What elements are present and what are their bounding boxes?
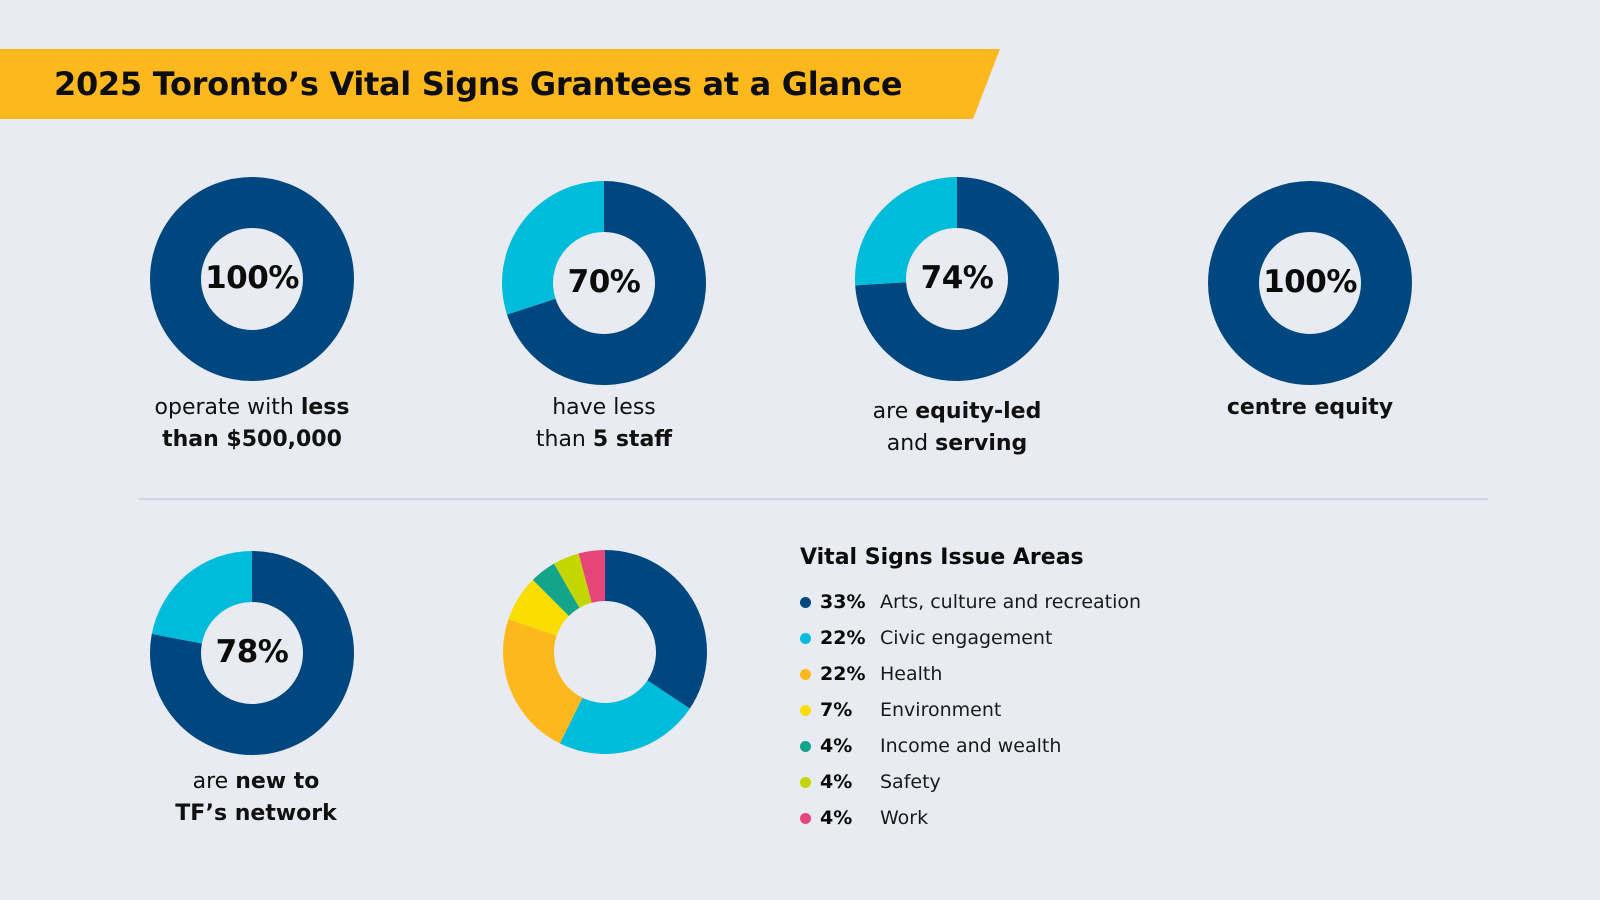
legend-label: Income and wealth: [880, 735, 1062, 757]
legend-swatch: [800, 812, 811, 824]
donut-chart-issue-areas: [503, 550, 707, 754]
donut-slice-safety: [554, 553, 592, 608]
legend-item: 7% Environment: [800, 692, 1141, 728]
caption-text: than: [535, 427, 593, 452]
caption-text: less: [300, 395, 350, 420]
donut-slice-other: [502, 181, 604, 315]
legend-label: Safety: [880, 771, 941, 793]
donut-slice-less-than-500-000: [150, 177, 354, 381]
issue-areas-legend: Vital Signs Issue Areas 33% Arts, culture…: [800, 545, 1141, 836]
percent-label: 100%: [205, 260, 299, 296]
donut-slice-civic-engagement: [559, 680, 690, 754]
page-title: 2025 Toronto’s Vital Signs Grantees at a…: [54, 65, 903, 103]
donut-chart-staff: [502, 181, 706, 385]
legend-item: 4% Income and wealth: [800, 728, 1141, 764]
stat-caption: operate with less than $500,000: [92, 392, 412, 456]
stat-budget: 100% operate with less than $500,000: [92, 176, 412, 456]
legend-label: Work: [880, 807, 929, 829]
legend-item: 4% Work: [800, 800, 1141, 836]
donut-slice-equity-led-and-serving: [855, 177, 1059, 381]
legend-item: 22% Civic engagement: [800, 620, 1141, 656]
legend-label: Arts, culture and recreation: [880, 591, 1142, 613]
caption-text: are: [192, 769, 236, 794]
legend-percent: 22%: [820, 663, 866, 685]
legend-label: Health: [880, 663, 943, 685]
caption-text: operate with: [154, 395, 301, 420]
percent-label: 70%: [567, 264, 641, 300]
legend-swatch: [800, 704, 811, 716]
caption-text: new to: [235, 769, 320, 794]
legend-percent: 4%: [820, 735, 853, 757]
donut-slice-other: [151, 551, 252, 644]
donut-slice-less-than-5-staff: [506, 181, 706, 385]
caption-text: serving: [935, 431, 1028, 456]
caption-text: TF’s network: [175, 801, 337, 826]
donut-slice-other: [855, 177, 957, 286]
legend-swatch: [800, 776, 811, 788]
stat-centre-equity: 100% centre equity: [1150, 180, 1470, 424]
legend-percent: 7%: [820, 699, 853, 721]
donut-slice-centre-equity: [1208, 181, 1412, 385]
legend-percent: 33%: [820, 591, 866, 613]
legend-swatch: [800, 632, 811, 644]
donut-chart-new-network: [150, 551, 354, 755]
caption-text: equity-led: [915, 399, 1042, 424]
stat-caption: are equity-led and serving: [797, 396, 1117, 460]
legend-title: Vital Signs Issue Areas: [800, 545, 1084, 570]
legend-label: Civic engagement: [880, 627, 1053, 649]
caption-text: have less: [552, 395, 656, 420]
caption-text: than $500,000: [162, 427, 342, 452]
percent-label: 74%: [920, 260, 994, 296]
issue-areas-chart: [445, 549, 765, 755]
stat-staff: 70% have less than 5 staff: [444, 180, 764, 456]
legend-item: 4% Safety: [800, 764, 1141, 800]
caption-text: and: [886, 431, 936, 456]
stat-caption: centre equity: [1150, 392, 1470, 424]
percent-label: 100%: [1263, 264, 1357, 300]
percent-label: 78%: [215, 634, 289, 670]
caption-text: 5 staff: [592, 427, 673, 452]
donut-slice-income-and-wealth: [532, 563, 580, 616]
legend-percent: 22%: [820, 627, 866, 649]
stat-caption: are new to TF’s network: [100, 766, 412, 830]
stat-equity-led: 74% are equity-led and serving: [797, 176, 1117, 460]
legend-swatch: [800, 740, 811, 752]
legend-item: 22% Health: [800, 656, 1141, 692]
legend-swatch: [800, 668, 811, 680]
donut-chart-equity-led: [855, 177, 1059, 381]
donut-slice-work: [578, 550, 605, 603]
legend-rows: 33% Arts, culture and recreation 22% Civic …: [800, 584, 1141, 836]
donut-chart-budget: [150, 177, 354, 381]
caption-text: are: [872, 399, 916, 424]
stat-new-network: 78% are new to TF’s network: [92, 550, 412, 830]
legend-percent: 4%: [820, 771, 853, 793]
stat-caption: have less than 5 staff: [444, 392, 764, 456]
donut-slice-new-to-tf-s-network: [150, 551, 354, 755]
title-banner: [0, 49, 1000, 119]
section-divider: [139, 498, 1488, 500]
legend-swatch: [800, 596, 811, 608]
donut-chart-centre-equity: [1208, 181, 1412, 385]
legend-item: 33% Arts, culture and recreation: [800, 584, 1141, 620]
caption-text: centre equity: [1226, 395, 1394, 420]
donut-slice-arts-culture-and-recreation: [605, 550, 707, 709]
legend-percent: 4%: [820, 807, 853, 829]
donut-slice-environment: [508, 579, 569, 636]
legend-label: Environment: [880, 699, 1002, 721]
donut-slice-health: [503, 619, 583, 744]
